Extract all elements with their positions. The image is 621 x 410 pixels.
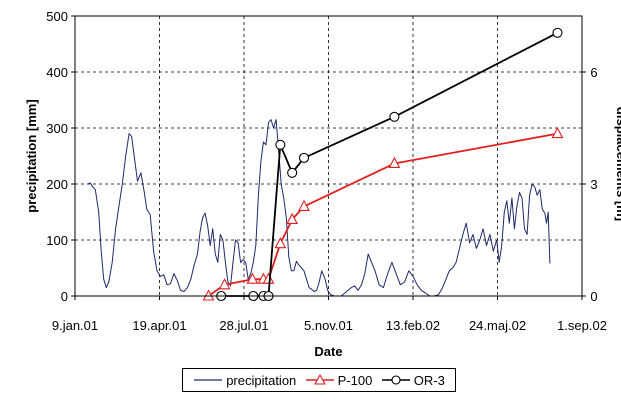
series-line-p100 xyxy=(207,132,558,297)
legend-label-or3: OR-3 xyxy=(413,372,445,388)
y2-tick-label: 3 xyxy=(590,177,597,192)
y-tick-label: 300 xyxy=(46,121,68,136)
x-tick-label: 24.maj.02 xyxy=(469,318,526,333)
legend-label-precipitation: precipitation xyxy=(226,372,297,388)
legend-label-p100: P-100 xyxy=(337,372,373,388)
data-point-p100 xyxy=(262,272,275,284)
y2-tick-label: 6 xyxy=(590,65,597,80)
legend-circle-icon xyxy=(381,375,410,385)
legend-line-icon xyxy=(194,379,223,381)
y-axis-title: precipitation [mm] xyxy=(24,99,39,212)
y-tick-label: 400 xyxy=(46,65,68,80)
series-line-precipitation xyxy=(87,119,551,297)
data-point-p100 xyxy=(388,156,401,169)
data-point-p100 xyxy=(551,126,564,139)
y2-tick-label: 0 xyxy=(590,289,597,304)
y-tick-label: 200 xyxy=(46,177,68,192)
y2-axis-title: displacements [m] xyxy=(614,107,621,221)
legend-triangle-icon xyxy=(305,374,334,385)
data-point-p100 xyxy=(298,199,310,211)
y-tick-label: 100 xyxy=(46,233,68,248)
data-point-or3 xyxy=(287,167,298,178)
plot-frame xyxy=(74,15,583,297)
data-point-p100 xyxy=(218,278,231,290)
x-tick-label: 13.feb.02 xyxy=(386,318,440,333)
data-point-p100 xyxy=(286,212,299,225)
legend-entry-p100: P-100 xyxy=(305,372,373,388)
x-tick-label: 5.nov.01 xyxy=(304,318,353,333)
data-point-p100 xyxy=(202,289,215,301)
y-tick-label: 500 xyxy=(46,9,68,24)
x-tick-label: 9.jan.01 xyxy=(52,318,98,333)
data-point-or3 xyxy=(389,111,400,122)
x-axis-title: Date xyxy=(314,344,342,359)
x-tick-label: 1.sep.02 xyxy=(557,318,607,333)
data-point-or3 xyxy=(275,139,286,150)
legend: precipitation P-100 OR-3 xyxy=(182,368,456,392)
x-tick-label: 28.jul.01 xyxy=(219,318,268,333)
data-point-p100 xyxy=(274,237,287,249)
data-point-p100 xyxy=(246,272,259,284)
y-tick-label: 0 xyxy=(61,289,68,304)
data-point-or3 xyxy=(298,152,310,163)
x-tick-label: 19.apr.01 xyxy=(132,318,186,333)
data-point-or3 xyxy=(552,27,563,38)
legend-entry-precipitation: precipitation xyxy=(193,373,296,388)
legend-entry-or3: OR-3 xyxy=(381,373,445,388)
